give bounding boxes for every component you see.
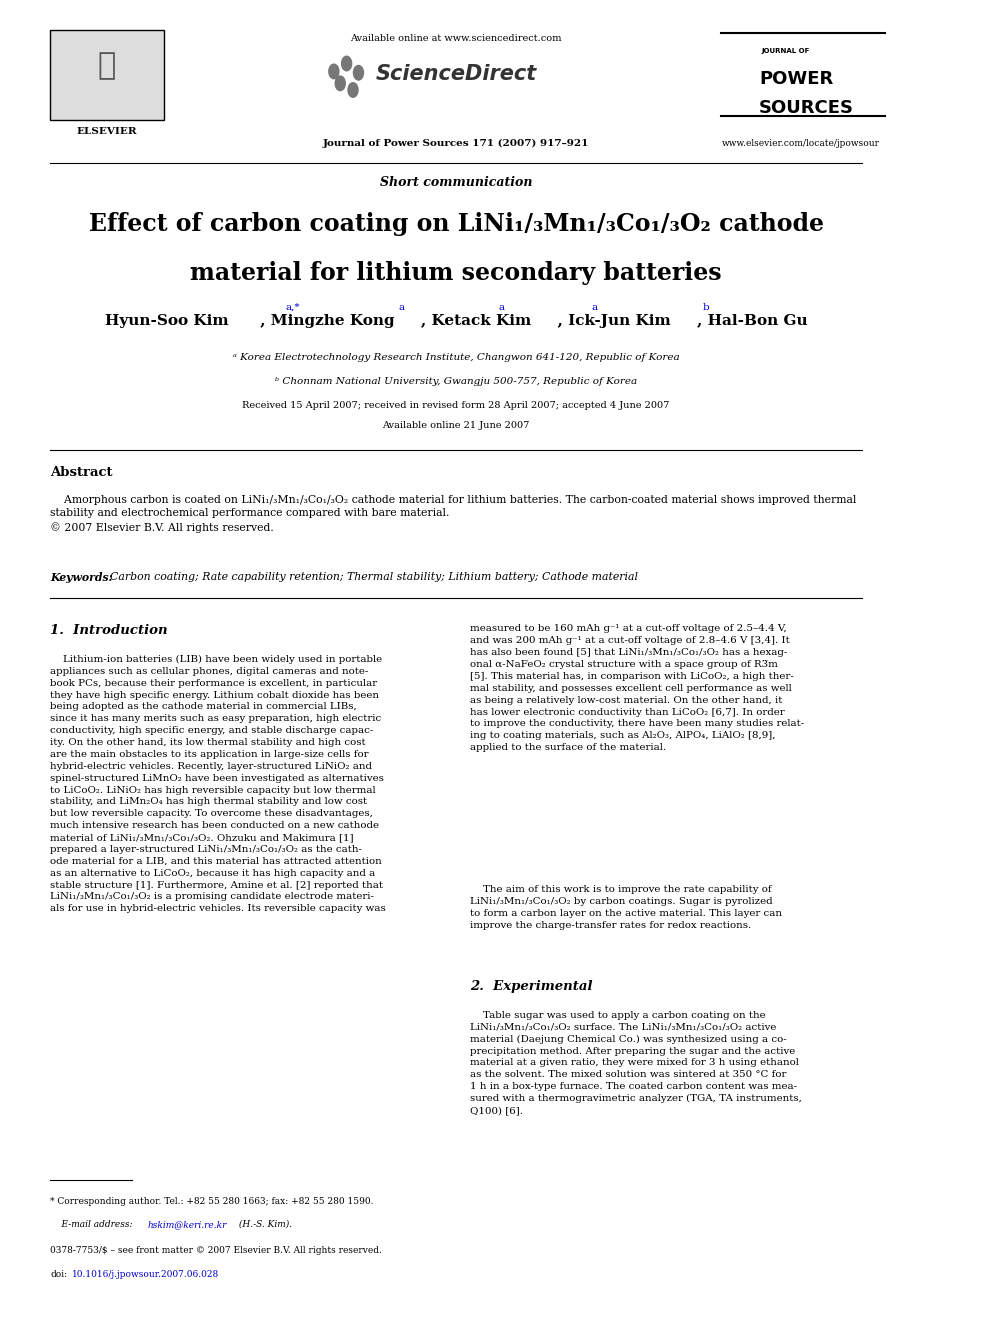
Text: Available online at www.sciencedirect.com: Available online at www.sciencedirect.co… bbox=[350, 34, 561, 44]
Text: * Corresponding author. Tel.: +82 55 280 1663; fax: +82 55 280 1590.: * Corresponding author. Tel.: +82 55 280… bbox=[51, 1197, 374, 1207]
Bar bbox=[51, 30, 165, 120]
Text: Keywords:: Keywords: bbox=[51, 572, 113, 582]
Text: material for lithium secondary batteries: material for lithium secondary batteries bbox=[190, 261, 722, 284]
Circle shape bbox=[335, 75, 345, 90]
Text: ELSEVIER: ELSEVIER bbox=[76, 127, 137, 136]
Text: b: b bbox=[702, 303, 709, 312]
Text: a: a bbox=[499, 303, 505, 312]
Text: www.elsevier.com/locate/jpowsour: www.elsevier.com/locate/jpowsour bbox=[722, 139, 880, 148]
Text: a: a bbox=[591, 303, 597, 312]
Text: Carbon coating; Rate capability retention; Thermal stability; Lithium battery; C: Carbon coating; Rate capability retentio… bbox=[110, 572, 639, 582]
Text: 10.1016/j.jpowsour.2007.06.028: 10.1016/j.jpowsour.2007.06.028 bbox=[72, 1270, 219, 1279]
Circle shape bbox=[348, 82, 358, 97]
Text: Received 15 April 2007; received in revised form 28 April 2007; accepted 4 June : Received 15 April 2007; received in revi… bbox=[242, 401, 670, 410]
Text: 1.  Introduction: 1. Introduction bbox=[51, 624, 168, 638]
Text: ScienceDirect: ScienceDirect bbox=[375, 64, 537, 83]
Text: ᵇ Chonnam National University, Gwangju 500-757, Republic of Korea: ᵇ Chonnam National University, Gwangju 5… bbox=[275, 377, 637, 386]
Text: Amorphous carbon is coated on LiNi₁/₃Mn₁/₃Co₁/₃O₂ cathode material for lithium b: Amorphous carbon is coated on LiNi₁/₃Mn₁… bbox=[51, 495, 856, 533]
Circle shape bbox=[328, 64, 339, 78]
Text: Journal of Power Sources 171 (2007) 917–921: Journal of Power Sources 171 (2007) 917–… bbox=[322, 139, 589, 148]
Text: Hyun-Soo Kim      , Mingzhe Kong     , Ketack Kim     , Ick-Jun Kim     , Hal-Bo: Hyun-Soo Kim , Mingzhe Kong , Ketack Kim… bbox=[105, 314, 807, 328]
Text: Table sugar was used to apply a carbon coating on the
LiNi₁/₃Mn₁/₃Co₁/₃O₂ surfac: Table sugar was used to apply a carbon c… bbox=[470, 1011, 802, 1115]
Text: a,*: a,* bbox=[286, 303, 300, 312]
Text: 2.  Experimental: 2. Experimental bbox=[470, 980, 592, 994]
Text: JOURNAL OF: JOURNAL OF bbox=[762, 48, 810, 54]
Text: Lithium-ion batteries (LIB) have been widely used in portable
appliances such as: Lithium-ion batteries (LIB) have been wi… bbox=[51, 655, 386, 913]
Text: Effect of carbon coating on LiNi₁/₃Mn₁/₃Co₁/₃O₂ cathode: Effect of carbon coating on LiNi₁/₃Mn₁/₃… bbox=[88, 212, 823, 235]
Text: POWER: POWER bbox=[759, 70, 833, 89]
Text: The aim of this work is to improve the rate capability of
LiNi₁/₃Mn₁/₃Co₁/₃O₂ by: The aim of this work is to improve the r… bbox=[470, 885, 782, 930]
Text: a: a bbox=[399, 303, 405, 312]
Text: ✦: ✦ bbox=[97, 50, 116, 81]
Text: 0378-7753/$ – see front matter © 2007 Elsevier B.V. All rights reserved.: 0378-7753/$ – see front matter © 2007 El… bbox=[51, 1246, 382, 1256]
Text: ᵃ Korea Electrotechnology Research Institute, Changwon 641-120, Republic of Kore: ᵃ Korea Electrotechnology Research Insti… bbox=[233, 353, 680, 363]
Text: E-mail address:: E-mail address: bbox=[51, 1220, 136, 1229]
Text: hskim@keri.re.kr: hskim@keri.re.kr bbox=[148, 1220, 227, 1229]
Text: measured to be 160 mAh g⁻¹ at a cut-off voltage of 2.5–4.4 V,
and was 200 mAh g⁻: measured to be 160 mAh g⁻¹ at a cut-off … bbox=[470, 624, 804, 753]
Text: doi:: doi: bbox=[51, 1270, 67, 1279]
Circle shape bbox=[353, 66, 363, 79]
Text: Short communication: Short communication bbox=[380, 176, 533, 189]
Text: Abstract: Abstract bbox=[51, 466, 113, 479]
Text: (H.-S. Kim).: (H.-S. Kim). bbox=[236, 1220, 293, 1229]
Circle shape bbox=[341, 57, 351, 70]
Text: SOURCES: SOURCES bbox=[759, 99, 854, 118]
Text: Available online 21 June 2007: Available online 21 June 2007 bbox=[382, 421, 530, 430]
